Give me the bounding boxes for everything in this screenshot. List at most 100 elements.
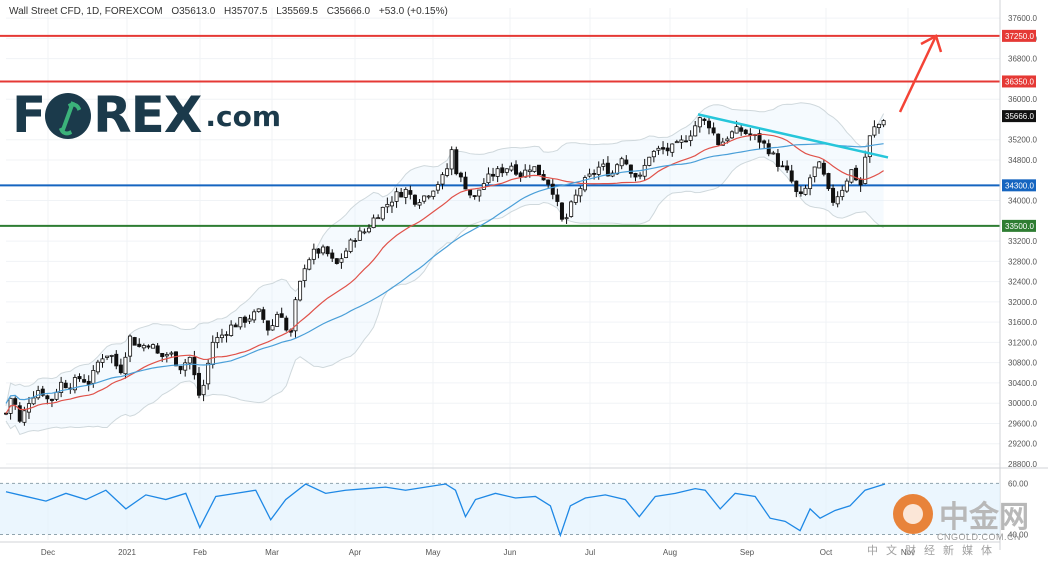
candle-body [169,352,174,355]
candle-body [536,164,541,176]
ma-fast-line [5,133,884,414]
candle-body [91,370,96,384]
candle-body [651,150,656,158]
candle-body [674,141,679,144]
candle-body [164,354,169,357]
candle-body [472,195,477,197]
candle-body [109,354,114,357]
candle-body [449,149,454,170]
candle-body [247,318,252,322]
candle-body [13,398,18,405]
candle-body [688,135,693,141]
candle-body [445,168,450,176]
chart-header: Wall Street CFD, 1D, FOREXCOM O35613.0 H… [9,6,454,17]
candle-body [559,202,564,220]
candle-body [279,313,284,318]
rsi-line [5,483,886,538]
candle-body [605,162,610,177]
candle-body [155,345,160,354]
candles [4,116,886,426]
candle-body [780,165,785,168]
candle-body [275,313,280,327]
candle-body [371,217,376,229]
candle-body [670,143,675,153]
price-tick-label: 35200.0 [1008,136,1037,145]
candle-body [518,172,523,178]
candle-body [357,230,362,241]
candle-body [118,364,123,374]
candle-body [403,189,408,198]
candle-body [49,398,54,401]
time-tick-label: Oct [820,548,833,557]
candle-body [348,239,353,252]
candle-body [45,395,50,400]
price-tick-label: 30000.0 [1008,399,1037,408]
watermark-sub: 中文财经新媒体 [867,544,1000,557]
price-tick-label: 33200.0 [1008,237,1037,246]
time-tick-label: 2021 [118,548,136,557]
candle-body [123,356,128,375]
candle-body [293,299,298,332]
candle-body [105,355,110,358]
candle-body [210,341,215,365]
candle-body [844,180,849,192]
candle-body [817,161,822,169]
candle-body [422,195,427,202]
price-axis [1000,0,1048,550]
level-label: 34300.0 [1005,181,1034,190]
level-badge [1002,179,1036,192]
candle-body [339,258,344,263]
candle-body [389,201,394,207]
candle-body [256,308,261,313]
time-tick-label: May [425,548,440,557]
candle-body [330,252,335,259]
candle-body [86,380,91,385]
candle-body [192,356,197,376]
candle-body [573,194,578,203]
candle-body [412,194,417,205]
candle-body [100,358,105,363]
candle-body [477,189,482,197]
bollinger-upper [5,102,885,406]
candle-body [219,334,224,339]
time-tick-label: Sep [740,548,755,557]
time-tick-label: Feb [193,548,207,557]
candle-body [394,191,399,202]
logo-rex: REX [93,86,202,144]
time-tick-label: Apr [349,548,362,557]
candle-body [702,118,707,121]
candle-body [252,311,257,321]
candle-body [578,187,583,197]
price-tick-label: 29200.0 [1008,440,1037,449]
candle-body [183,362,188,371]
candle-body [491,173,496,177]
candle-body [628,164,633,174]
level-badge [1002,219,1036,232]
candle-body [321,246,326,254]
candle-body [238,317,243,328]
candle-body [229,324,234,336]
candle-body [592,173,597,175]
close-value: C35666.0 [326,6,371,17]
candle-body [812,166,817,177]
price-tick-label: 34800.0 [1008,156,1037,165]
change-value: +53.0 (+0.15%) [378,6,448,17]
candle-body [684,140,689,143]
candle-body [495,168,500,177]
candle-body [527,169,532,173]
candle-body [40,388,45,396]
price-tick-label: 31600.0 [1008,318,1037,327]
price-tick-label: 30800.0 [1008,359,1037,368]
forex-logo: F REX .com [12,90,281,140]
candle-body [417,202,422,206]
candle-body [532,166,537,172]
level-badge [1002,75,1036,88]
candle-body [872,126,877,136]
candle-body [54,391,59,400]
candle-body [725,138,730,142]
candle-body [196,372,201,396]
candle-body [366,227,371,233]
price-tick-label: 30400.0 [1008,379,1037,388]
